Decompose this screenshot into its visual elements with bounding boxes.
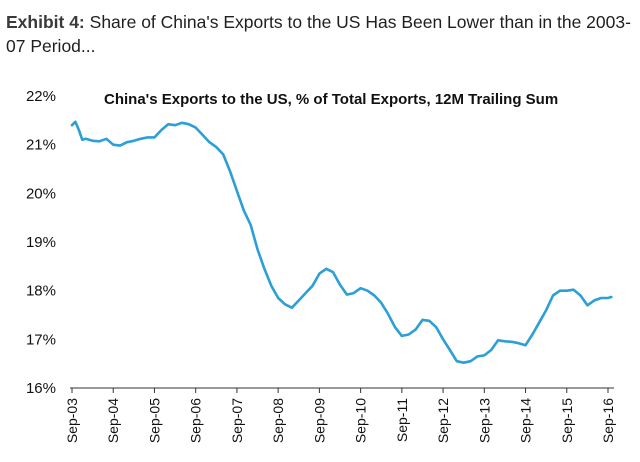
x-tick-label: Sep-16 [600, 398, 616, 443]
y-tick-label: 16% [26, 380, 56, 397]
series-line [70, 120, 613, 365]
y-tick-label: 21% [26, 137, 56, 154]
x-tick-label: Sep-11 [394, 398, 410, 442]
x-tick-label: Sep-15 [559, 398, 575, 443]
exhibit-text: Share of China's Exports to the US Has B… [6, 12, 631, 56]
y-axis: 16% 17% 18% 19% 20% 21% 22% [26, 88, 56, 397]
x-axis: Sep-03 Sep-04 Sep-05 Sep-06 Sep-07 Sep-08 Sep-… [64, 387, 616, 443]
y-tick-label: 20% [26, 185, 56, 202]
x-tick-label: Sep-04 [105, 398, 121, 443]
x-tick-label: Sep-06 [188, 398, 204, 443]
chart-title: China's Exports to the US, % of Total Ex… [104, 91, 558, 108]
x-tick-label: Sep-08 [270, 398, 286, 443]
x-tick-label: Sep-14 [518, 398, 534, 443]
exhibit-caption: Exhibit 4: Share of China's Exports to t… [6, 10, 634, 58]
x-tick-label: Sep-13 [476, 398, 492, 443]
x-tick-label: Sep-12 [435, 398, 451, 443]
y-tick-label: 22% [26, 88, 56, 105]
x-tick-label: Sep-09 [311, 398, 327, 443]
x-tick-label: Sep-10 [353, 398, 369, 443]
exhibit-label: Exhibit 4: [6, 12, 85, 32]
y-tick-label: 17% [26, 331, 56, 348]
x-tick-label: Sep-07 [229, 398, 245, 443]
y-tick-label: 19% [26, 234, 56, 251]
y-tick-label: 18% [26, 283, 56, 300]
series-group [70, 120, 613, 365]
x-tick-label: Sep-05 [146, 398, 162, 443]
x-tick-label: Sep-03 [64, 398, 80, 443]
